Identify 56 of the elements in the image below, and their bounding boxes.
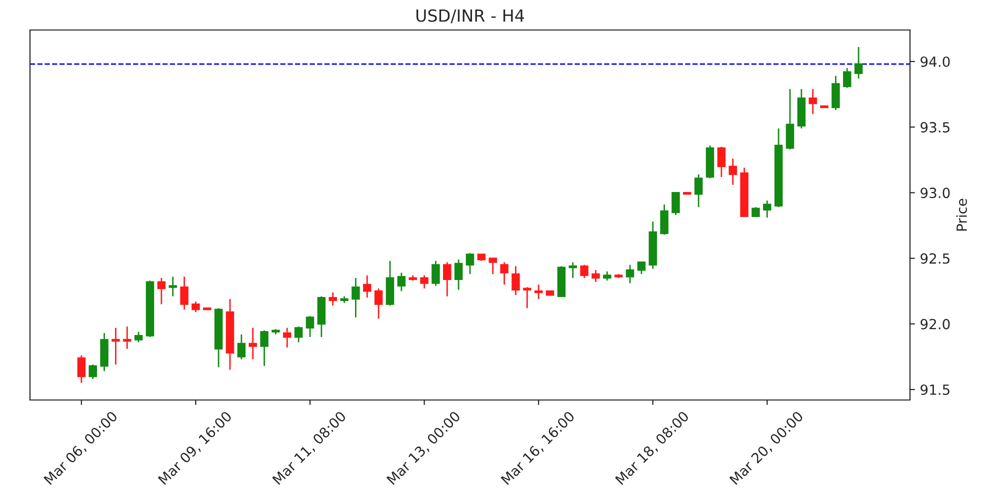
candlestick: [626, 264, 634, 284]
candlestick: [420, 274, 428, 290]
candlestick: [568, 262, 577, 279]
candlestick: [397, 272, 406, 292]
candlestick: [466, 252, 474, 275]
y-tick-label: 93.0: [920, 188, 950, 198]
candlestick: [488, 258, 497, 275]
candlestick: [77, 354, 86, 384]
candlestick: [832, 75, 840, 111]
candlestick: [157, 277, 166, 305]
candlestick: [283, 327, 292, 348]
candlestick: [512, 265, 520, 296]
candlestick: [534, 284, 543, 300]
candlestick: [523, 286, 532, 309]
candlestick: [454, 258, 463, 290]
chart-title: USD/INR - H4: [416, 9, 524, 24]
candlestick: [592, 269, 600, 283]
candlestick: [808, 88, 817, 115]
candlestick: [306, 315, 314, 338]
candlestick: [294, 326, 303, 343]
candlestick: [752, 206, 760, 218]
candlestick: [248, 327, 257, 360]
candlestick: [123, 326, 132, 350]
candlestick: [328, 292, 337, 306]
candlestick: [168, 276, 177, 298]
candlestick: [237, 334, 246, 360]
candlestick: [694, 174, 703, 208]
y-tick-label: 91.5: [920, 384, 950, 395]
candlestick: [672, 192, 680, 216]
candlestick: [363, 274, 372, 298]
candlestick: [374, 288, 383, 320]
candlestick: [786, 88, 794, 150]
candlestick: [88, 364, 97, 380]
candlestick: [443, 262, 452, 298]
y-tick-label: 92.5: [920, 253, 950, 264]
y-axis-title: Price: [956, 198, 967, 231]
candlestick: [432, 260, 440, 287]
y-tick-label: 94.0: [920, 56, 950, 67]
y-tick-label: 93.5: [920, 122, 950, 133]
y-tick-label: 92.0: [920, 318, 950, 330]
candlestick: [134, 331, 143, 343]
candlestick: [580, 264, 588, 279]
candlestick: [180, 276, 188, 310]
candlestick: [854, 46, 863, 80]
candlestick: [352, 277, 360, 318]
candlestick: [260, 330, 268, 367]
candlestick: [603, 270, 612, 282]
candlestick: [843, 67, 852, 88]
candlestick: [660, 204, 668, 236]
candlestick: [763, 200, 772, 218]
candlestick: [192, 300, 200, 313]
candlestick: [728, 158, 737, 186]
candlestick: [500, 262, 508, 286]
candlestick: [112, 327, 120, 366]
candlestick: [717, 146, 726, 178]
candlestick: [637, 262, 646, 275]
